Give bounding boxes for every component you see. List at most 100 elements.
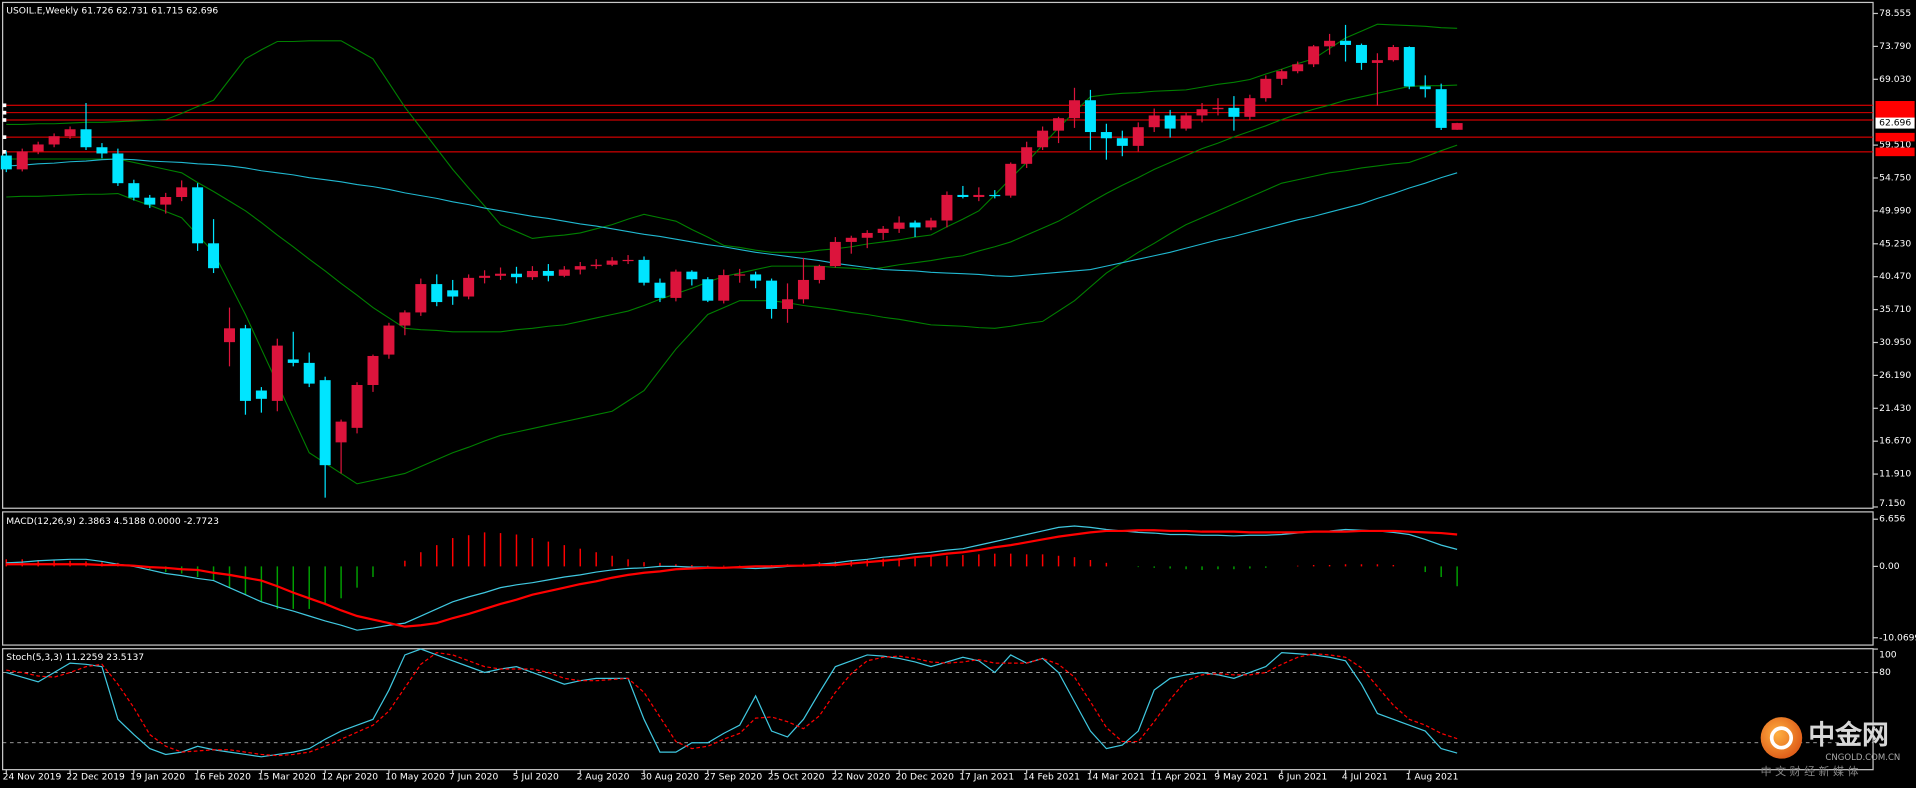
x-tick-label: 14 Mar 2021 — [1087, 772, 1145, 783]
candle-body — [510, 273, 522, 278]
candle-body — [80, 129, 92, 148]
candle-body — [1100, 132, 1112, 139]
y-tick-label: 100 — [1879, 649, 1897, 660]
candle-body — [1292, 64, 1304, 72]
candle-body — [128, 183, 140, 198]
watermark-logo-icon — [1760, 717, 1803, 759]
x-tick-label: 14 Feb 2021 — [1023, 772, 1080, 783]
candle-body — [558, 269, 570, 276]
candle-body — [734, 274, 746, 276]
candle-body — [223, 328, 235, 343]
candle-body — [1148, 115, 1160, 128]
candle-body — [941, 194, 953, 221]
candle-body — [1451, 123, 1463, 130]
y-tick-label: 35.710 — [1879, 304, 1911, 315]
y-tick-label: 49.990 — [1879, 205, 1911, 216]
watermark-tagline: 中 文 财 经 新 媒 体 — [1761, 764, 1859, 778]
level-marker — [1875, 132, 1915, 142]
candle-body — [686, 271, 698, 280]
y-tick-label: 59.510 — [1879, 140, 1911, 151]
current-price-label: 62.696 — [1879, 118, 1911, 129]
candle-body — [1435, 89, 1447, 128]
x-tick-label: 9 May 2021 — [1214, 772, 1268, 783]
stoch-title: Stoch(5,3,3) 11.2259 23.5137 — [6, 652, 144, 663]
candle-body — [415, 284, 427, 313]
current-price-box — [1875, 117, 1915, 129]
candle-body — [845, 237, 857, 242]
level-marker-left — [2, 103, 7, 108]
candle-body — [893, 222, 905, 229]
candle-body — [319, 380, 331, 466]
candle-body — [64, 129, 76, 137]
x-tick-label: 15 Mar 2020 — [258, 772, 316, 783]
level-marker — [1875, 147, 1915, 157]
x-tick-label: 27 Sep 2020 — [704, 772, 762, 783]
y-tick-label: 30.950 — [1879, 337, 1911, 348]
candle-body — [1244, 98, 1256, 117]
candle-body — [160, 197, 172, 205]
x-tick-label: 10 May 2020 — [385, 772, 445, 783]
main-panel-frame — [2, 1, 1874, 509]
candle-body — [654, 282, 666, 298]
x-tick-label: 2 Aug 2020 — [577, 772, 630, 783]
candle-body — [829, 241, 841, 267]
candle-body — [192, 187, 204, 244]
y-tick-label: 45.230 — [1879, 238, 1911, 249]
x-tick-label: 1 Aug 2021 — [1406, 772, 1459, 783]
y-tick-label: 78.555 — [1879, 8, 1911, 19]
candle-body — [1053, 118, 1065, 131]
level-marker-left — [2, 110, 7, 115]
candle-body — [335, 421, 347, 443]
candle-body — [96, 147, 108, 154]
y-tick-label: 73.790 — [1879, 41, 1911, 52]
candle-body — [989, 194, 1001, 197]
x-tick-label: 4 Jul 2021 — [1342, 772, 1388, 783]
y-tick-label: 26.190 — [1879, 370, 1911, 381]
x-tick-label: 22 Nov 2020 — [832, 772, 891, 783]
candle-body — [1021, 147, 1033, 164]
candle-body — [176, 187, 188, 198]
candle-body — [1037, 130, 1049, 148]
main-title: USOIL.E,Weekly 61.726 62.731 61.715 62.6… — [6, 5, 218, 16]
y-tick-label: 0.00 — [1879, 561, 1900, 572]
y-tick-label: 21.430 — [1879, 403, 1911, 414]
candle-body — [479, 275, 491, 278]
candle-body — [1371, 60, 1383, 63]
plot-layer: 78.555 73.790 69.030 59.510 54.750 49.990 45.2… — [0, 8, 1916, 783]
candle-body — [526, 270, 538, 278]
candle-body — [1116, 138, 1128, 146]
candle-body — [208, 243, 220, 269]
candle-body — [1308, 46, 1320, 65]
x-tick-label: 19 Jan 2020 — [130, 772, 185, 783]
candle-body — [702, 279, 714, 301]
candle-body — [399, 312, 411, 326]
y-tick-label: 54.750 — [1879, 172, 1911, 183]
candle-body — [351, 384, 363, 428]
candle-body — [16, 151, 28, 170]
candle-body — [1340, 40, 1352, 45]
candle-body — [973, 194, 985, 198]
candle-body — [239, 328, 251, 401]
x-tick-label: 20 Dec 2020 — [895, 772, 954, 783]
level-marker-left — [2, 150, 7, 154]
candle-body — [750, 274, 762, 281]
candle-body — [957, 194, 969, 198]
candle-body — [797, 279, 809, 300]
candle-body — [431, 284, 443, 303]
candle-body — [495, 273, 507, 276]
x-tick-label: 5 Jul 2020 — [513, 772, 559, 783]
macd-title: MACD(12,26,9) 2.3863 4.5188 0.0000 -2.77… — [6, 516, 219, 527]
candle-body — [909, 222, 921, 228]
level-marker — [1875, 101, 1915, 110]
x-tick-label: 24 Nov 2019 — [3, 772, 62, 783]
x-tick-label: 11 Apr 2021 — [1151, 772, 1208, 783]
candle-body — [0, 155, 12, 170]
overlay-line — [6, 158, 1458, 278]
candle-body — [112, 153, 124, 184]
y-tick-label: 11.910 — [1879, 469, 1911, 480]
y-tick-label: 7.150 — [1879, 498, 1905, 509]
candle-body — [877, 228, 889, 233]
